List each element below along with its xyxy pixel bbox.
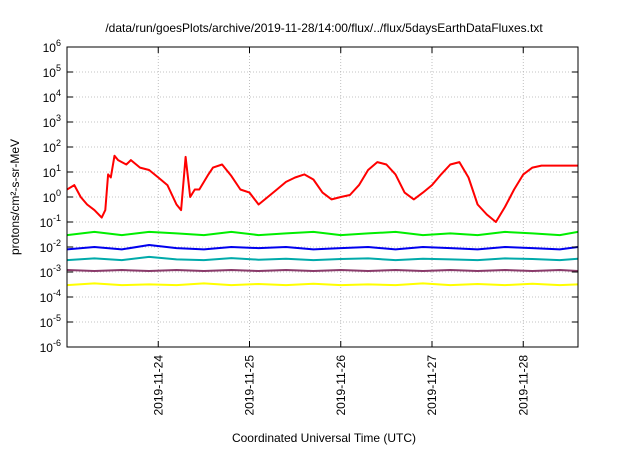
x-tick-label: 2019-11-26	[334, 355, 348, 416]
y-tick-label: 10-2	[40, 238, 61, 255]
series-lines	[67, 154, 578, 287]
y-tick-label: 100	[43, 188, 61, 205]
series-line	[67, 244, 578, 251]
chart-title: /data/run/goesPlots/archive/2019-11-28/1…	[105, 21, 543, 35]
y-tick-label: 10-4	[40, 288, 61, 305]
x-tick-label: 2019-11-27	[425, 355, 439, 416]
y-tick-label: 10-3	[40, 263, 61, 280]
series-line	[67, 269, 578, 272]
x-tick-label: 2019-11-28	[516, 355, 530, 416]
grid	[67, 47, 578, 347]
x-axis-title: Coordinated Universal Time (UTC)	[232, 431, 416, 445]
y-tick-label: 101	[43, 163, 61, 180]
y-tick-label: 10-6	[40, 338, 61, 355]
axis-ticks	[67, 46, 578, 348]
y-tick-label: 106	[43, 38, 61, 55]
series-line	[67, 255, 578, 262]
series-line	[67, 230, 578, 237]
series-line	[67, 282, 578, 287]
y-tick-label: 102	[43, 138, 61, 155]
x-tick-label: 2019-11-25	[243, 355, 257, 416]
y-tick-label: 10-5	[40, 313, 61, 330]
y-tick-label: 103	[43, 113, 61, 130]
y-tick-labels: 10-6 10-5 10-4 10-3 10-2 10-1 100 101 102 103 104 1…	[40, 38, 61, 355]
y-axis-title: protons/cm²-s-sr-MeV	[8, 139, 22, 255]
x-tick-labels: 2019-11-24 2019-11-25 2019-11-26 2019-11-27…	[151, 355, 530, 416]
y-tick-label: 10-1	[40, 213, 61, 230]
y-tick-label: 104	[43, 88, 61, 105]
y-tick-label: 105	[43, 63, 61, 80]
series-line	[67, 154, 578, 223]
x-tick-label: 2019-11-24	[151, 355, 165, 416]
